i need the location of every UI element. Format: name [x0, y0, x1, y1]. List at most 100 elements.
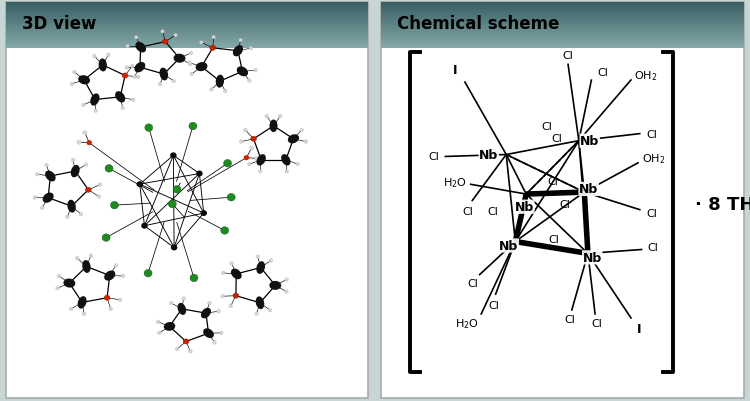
Ellipse shape: [160, 69, 168, 81]
Ellipse shape: [86, 188, 92, 193]
Bar: [381, 33, 744, 34]
Ellipse shape: [190, 73, 194, 77]
Bar: [381, 30, 744, 32]
Bar: [381, 46, 744, 47]
Bar: [6, 41, 368, 43]
Text: Cl: Cl: [564, 315, 575, 325]
Bar: [6, 46, 368, 47]
Ellipse shape: [110, 202, 118, 209]
Bar: [6, 28, 368, 29]
Ellipse shape: [69, 307, 73, 311]
Ellipse shape: [106, 54, 110, 57]
Bar: [6, 47, 368, 48]
Bar: [381, 14, 744, 16]
Bar: [381, 37, 744, 38]
Bar: [6, 41, 368, 42]
Ellipse shape: [288, 135, 299, 144]
Ellipse shape: [40, 207, 44, 210]
Bar: [381, 47, 744, 48]
Ellipse shape: [209, 89, 213, 92]
Bar: [381, 5, 744, 6]
Text: I: I: [637, 322, 641, 335]
Bar: [6, 38, 368, 39]
Ellipse shape: [269, 281, 281, 290]
Bar: [6, 29, 368, 30]
Bar: [6, 4, 368, 6]
Ellipse shape: [176, 347, 179, 351]
Text: OH$_2$: OH$_2$: [634, 69, 658, 82]
Bar: [381, 29, 744, 30]
Ellipse shape: [237, 67, 248, 77]
Bar: [6, 16, 368, 17]
Bar: [6, 24, 368, 26]
Ellipse shape: [196, 63, 208, 72]
Bar: [381, 22, 744, 23]
Bar: [381, 27, 744, 28]
Ellipse shape: [200, 42, 203, 45]
Ellipse shape: [64, 279, 75, 288]
Ellipse shape: [269, 259, 273, 263]
Bar: [6, 10, 368, 11]
Text: Cl: Cl: [551, 134, 562, 143]
Ellipse shape: [249, 47, 253, 51]
Text: Cl: Cl: [487, 206, 498, 216]
Ellipse shape: [43, 193, 54, 203]
Ellipse shape: [94, 110, 98, 113]
Ellipse shape: [201, 308, 211, 319]
Ellipse shape: [105, 165, 113, 173]
Bar: [381, 6, 744, 7]
Bar: [381, 15, 744, 16]
Bar: [6, 23, 368, 24]
Bar: [381, 17, 744, 18]
Ellipse shape: [78, 76, 90, 85]
Ellipse shape: [173, 186, 181, 194]
Bar: [381, 4, 744, 5]
Bar: [381, 40, 744, 41]
Ellipse shape: [118, 298, 122, 302]
Bar: [6, 24, 368, 25]
Bar: [381, 17, 744, 18]
Text: Cl: Cl: [488, 300, 499, 310]
Bar: [6, 26, 368, 28]
Text: Cl: Cl: [592, 319, 602, 328]
Ellipse shape: [158, 83, 162, 87]
Bar: [381, 44, 744, 45]
Bar: [6, 12, 368, 13]
Ellipse shape: [82, 312, 86, 316]
Bar: [6, 19, 368, 20]
Bar: [381, 21, 744, 22]
Bar: [6, 39, 368, 40]
Ellipse shape: [122, 74, 128, 79]
Text: Chemical scheme: Chemical scheme: [398, 15, 560, 32]
Ellipse shape: [130, 65, 134, 69]
Bar: [6, 30, 368, 31]
Ellipse shape: [254, 69, 257, 73]
Ellipse shape: [158, 331, 161, 335]
Text: Cl: Cl: [562, 51, 574, 61]
Bar: [381, 11, 744, 12]
Bar: [6, 45, 368, 46]
Ellipse shape: [183, 339, 189, 344]
Ellipse shape: [255, 312, 258, 316]
Ellipse shape: [220, 227, 229, 235]
Bar: [6, 21, 368, 22]
Ellipse shape: [93, 55, 96, 59]
Ellipse shape: [188, 62, 191, 65]
Bar: [381, 25, 744, 26]
Ellipse shape: [244, 156, 249, 161]
Bar: [6, 42, 368, 43]
Text: Cl: Cl: [646, 129, 657, 139]
Bar: [381, 9, 744, 10]
Bar: [381, 20, 744, 22]
Bar: [6, 27, 368, 28]
Bar: [6, 8, 368, 9]
Ellipse shape: [156, 320, 160, 324]
Bar: [381, 8, 744, 9]
Ellipse shape: [133, 76, 136, 79]
Ellipse shape: [221, 271, 225, 275]
Ellipse shape: [35, 173, 39, 176]
Ellipse shape: [170, 302, 173, 305]
Ellipse shape: [70, 166, 80, 178]
Bar: [6, 25, 368, 26]
Ellipse shape: [82, 260, 91, 273]
